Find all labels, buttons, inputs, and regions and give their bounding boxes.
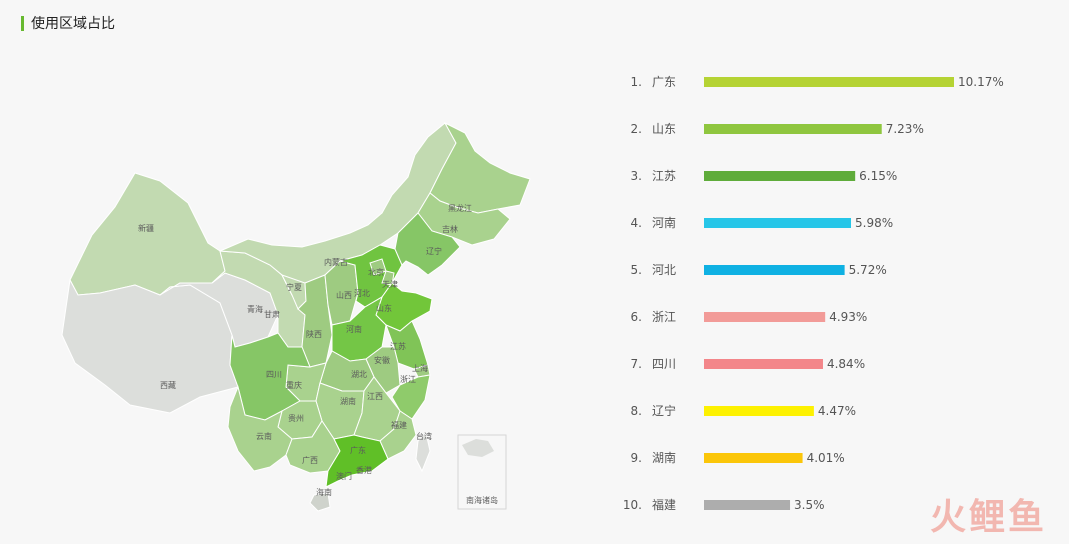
bar[interactable]: [704, 312, 826, 322]
label-anhui: 安徽: [374, 355, 390, 365]
label-gansu: 甘肃: [264, 309, 280, 319]
region-liaoning[interactable]: [394, 212, 461, 276]
category-label: 河北: [652, 263, 676, 277]
label-tianjin: 天津: [382, 279, 398, 289]
label-shanxi: 山西: [336, 290, 352, 300]
label-sichuan: 四川: [266, 370, 282, 379]
bar[interactable]: [704, 500, 791, 510]
value-label: 10.17%: [958, 75, 1004, 89]
rank-label: 4.: [631, 216, 642, 230]
label-xianggang: 香港: [356, 465, 372, 475]
value-label: 4.84%: [827, 357, 865, 371]
label-yunnan: 云南: [256, 431, 272, 441]
watermark-logo: 火鲤鱼: [929, 497, 1047, 538]
label-beijing: 北京: [368, 267, 384, 277]
rank-label: 10.: [623, 498, 642, 512]
label-hainan: 海南: [316, 487, 332, 497]
value-label: 5.98%: [855, 216, 893, 230]
bar[interactable]: [704, 218, 852, 228]
label-zhejiang: 浙江: [400, 374, 416, 384]
category-label: 广东: [652, 75, 676, 89]
region-zhejiang[interactable]: [391, 374, 431, 420]
label-guizhou: 贵州: [288, 413, 304, 423]
label-taiwan: 台湾: [416, 431, 432, 441]
ranking-bar-chart: 1. 广东 10.17% 2. 山东 7.23% 3. 江苏 6.15% 4. 河南 5.98% 5. 河…: [623, 75, 1004, 512]
title-accent-bar: [21, 15, 24, 31]
label-hunan: 湖南: [340, 396, 356, 406]
region-guangdong[interactable]: [325, 434, 389, 488]
label-jiangxi: 江西: [367, 392, 383, 401]
category-label: 江苏: [652, 169, 676, 183]
label-jiangsu: 江苏: [390, 341, 406, 351]
value-label: 7.23%: [886, 122, 924, 136]
label-shanghai: 上海: [412, 363, 428, 373]
label-hebei: 河北: [354, 288, 370, 298]
label-neimenggu: 内蒙古: [324, 257, 348, 267]
bar[interactable]: [704, 406, 814, 416]
label-henan: 河南: [346, 324, 362, 334]
category-label: 福建: [652, 497, 676, 512]
label-xizang: 西藏: [160, 380, 176, 390]
label-xinjiang: 新疆: [138, 223, 154, 233]
region-xinjiang[interactable]: [69, 172, 226, 296]
region-henan[interactable]: [331, 295, 387, 362]
china-map: 南海诸岛 新疆 西藏 青海 甘肃 内蒙古 宁夏 陕西 山西 河北 北京 天津 黑…: [61, 121, 531, 512]
page-title: 使用区域占比: [31, 16, 115, 32]
label-liaoning: 辽宁: [426, 246, 442, 256]
value-label: 3.5%: [794, 498, 825, 512]
label-guangdong: 广东: [350, 445, 366, 455]
category-label: 辽宁: [652, 403, 676, 418]
label-hubei: 湖北: [351, 370, 367, 379]
label-shaanxi: 陕西: [306, 329, 322, 339]
label-shandong: 山东: [376, 303, 392, 313]
bar[interactable]: [704, 171, 856, 181]
rank-label: 3.: [631, 169, 642, 183]
value-label: 4.01%: [807, 451, 845, 465]
inset-label: 南海诸岛: [466, 495, 498, 505]
label-jilin: 吉林: [442, 224, 458, 234]
category-label: 湖南: [652, 450, 676, 465]
label-aomen: 澳门: [336, 471, 352, 481]
rank-label: 7.: [631, 357, 642, 371]
region-xizang[interactable]: [61, 278, 239, 414]
label-heilongjiang: 黑龙江: [448, 203, 472, 213]
rank-label: 1.: [631, 75, 642, 89]
value-label: 6.15%: [859, 169, 897, 183]
category-label: 四川: [652, 357, 676, 371]
value-label: 4.93%: [829, 310, 867, 324]
category-label: 河南: [652, 215, 676, 230]
category-label: 浙江: [652, 310, 676, 324]
category-label: 山东: [652, 122, 676, 136]
region-hainan[interactable]: [309, 492, 331, 512]
value-label: 5.72%: [849, 263, 887, 277]
bar[interactable]: [704, 124, 882, 134]
bar[interactable]: [704, 265, 845, 275]
label-guangxi: 广西: [302, 455, 318, 465]
rank-label: 6.: [631, 310, 642, 324]
rank-label: 9.: [631, 451, 642, 465]
chart-title: 使用区域占比: [21, 14, 115, 32]
label-chongqing: 重庆: [286, 380, 302, 390]
label-qinghai: 青海: [247, 304, 263, 314]
bar[interactable]: [704, 453, 803, 463]
value-label: 4.47%: [818, 404, 856, 418]
label-fujian: 福建: [391, 420, 407, 430]
bar[interactable]: [704, 359, 823, 369]
south-china-sea-inset: 南海诸岛: [457, 434, 507, 510]
bar[interactable]: [704, 77, 954, 87]
label-ningxia: 宁夏: [286, 282, 302, 292]
region-taiwan[interactable]: [415, 432, 431, 473]
rank-label: 8.: [631, 404, 642, 418]
rank-label: 2.: [631, 122, 642, 136]
rank-label: 5.: [631, 263, 642, 277]
